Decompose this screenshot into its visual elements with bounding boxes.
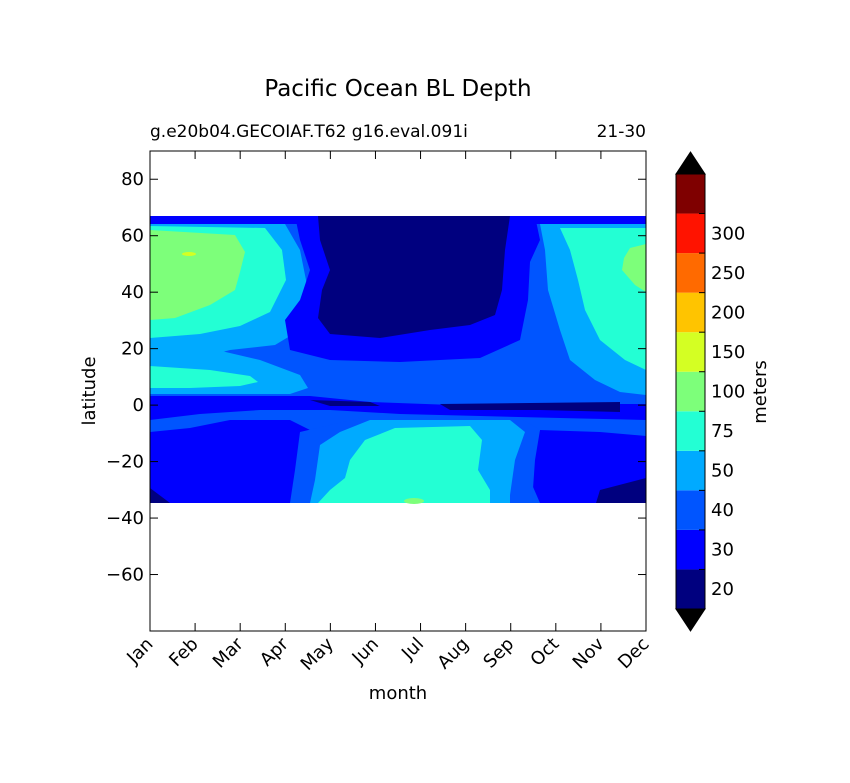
colorbar-tick-label: 30	[711, 540, 734, 561]
colorbar-bin	[676, 213, 705, 254]
x-tick-label: Jul	[397, 634, 428, 665]
y-tick-label: 60	[121, 226, 144, 247]
x-tick-label: Dec	[614, 634, 653, 673]
chart-subtitle-years: 21-30	[596, 122, 646, 142]
colorbar-bin	[676, 332, 705, 372]
x-tick-label: May	[297, 633, 338, 674]
contour-region-equator-20-30	[150, 396, 646, 420]
contour-region-south-winter-50-75	[318, 426, 490, 503]
y-axis-label: latitude	[79, 356, 100, 425]
y-tick-label: 40	[121, 282, 144, 303]
y-tick-label: −20	[106, 452, 144, 473]
colorbar-extend-high	[675, 151, 706, 175]
x-tick-label: Oct	[526, 634, 563, 671]
y-tick-label: 0	[133, 395, 144, 416]
y-tick-label: −40	[106, 508, 144, 529]
y-axis: 80 60 40 20 0 −20 −40 −60	[106, 169, 646, 586]
colorbar-extend-low	[675, 608, 706, 632]
colorbar-frame	[675, 173, 706, 610]
colorbar-bin	[676, 253, 705, 293]
colorbar-label: meters	[750, 360, 771, 424]
colorbar-bin	[676, 529, 705, 570]
x-tick-label: Feb	[165, 634, 202, 671]
contour-region-south-lt20	[150, 488, 170, 503]
x-tick-label: Nov	[569, 633, 609, 673]
colorbar-bin	[676, 569, 705, 609]
colorbar-tick-label: 250	[711, 263, 745, 284]
contour-spot-100-150	[182, 252, 196, 256]
colorbar-tick-label: 300	[711, 223, 745, 244]
colorbar-bin	[676, 450, 705, 491]
contour-region-south-lt20b	[596, 478, 646, 503]
colorbar-bin	[676, 371, 705, 412]
colorbar-tick-label: 40	[711, 500, 734, 521]
y-tick-label: 80	[121, 169, 144, 190]
plot-area	[149, 150, 647, 632]
colorbar: 20 30 40 50 75 100 150 200 250 300	[675, 151, 745, 632]
colorbar-bin	[676, 174, 705, 214]
x-axis-label: month	[369, 683, 427, 704]
contour-spot-south-75-100	[404, 498, 424, 504]
contour-region-equator-lt20b	[310, 400, 380, 406]
y-tick-label: 20	[121, 339, 144, 360]
y-tick-label: −60	[106, 565, 144, 586]
colorbar-tick-label: 150	[711, 342, 745, 363]
contour-region-north-winter-75-100	[150, 230, 245, 320]
colorbar-tick-label: 200	[711, 302, 745, 323]
chart-title: Pacific Ocean BL Depth	[264, 76, 532, 102]
colorbar-tick-label: 75	[711, 421, 734, 442]
x-tick-label: Sep	[479, 634, 518, 673]
colorbar-tick-label: 20	[711, 579, 734, 600]
x-tick-label: Aug	[433, 634, 473, 674]
contour-region-tropic-north-50-75b	[150, 366, 258, 388]
colorbar-bin	[676, 411, 705, 451]
colorbar-bin	[676, 292, 705, 333]
x-tick-label: Mar	[209, 633, 248, 672]
contour-region-equator-lt20	[440, 402, 620, 412]
chart-subtitle-run: g.e20b04.GECOIAF.T62 g16.eval.091i	[150, 122, 468, 142]
contour-region-north-dec-75-100	[622, 244, 646, 292]
x-tick-label: Jun	[348, 634, 383, 669]
contour-region-south-20-30	[150, 420, 310, 503]
colorbar-bin	[676, 490, 705, 530]
contour-region-north-summer-lt20	[318, 216, 510, 338]
x-tick-label: Apr	[256, 633, 293, 670]
contour-region-south-20-30b	[530, 430, 646, 503]
colorbar-tick-label: 100	[711, 382, 745, 403]
contour-fill	[150, 216, 646, 504]
colorbar-tick-label: 50	[711, 461, 734, 482]
x-tick-label: Jan	[122, 634, 157, 669]
